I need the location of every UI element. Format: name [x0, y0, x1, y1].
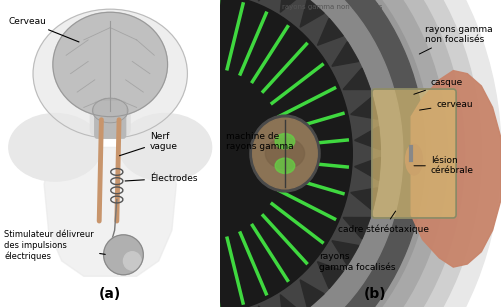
Wedge shape — [187, 0, 431, 307]
Text: cerveau: cerveau — [419, 100, 473, 110]
Polygon shape — [332, 241, 359, 265]
Polygon shape — [280, 0, 302, 12]
Ellipse shape — [53, 12, 167, 117]
Ellipse shape — [266, 138, 305, 169]
Ellipse shape — [123, 252, 141, 270]
Text: Cerveau: Cerveau — [9, 17, 79, 42]
Ellipse shape — [9, 114, 101, 181]
Polygon shape — [300, 280, 324, 307]
Polygon shape — [351, 188, 378, 210]
Ellipse shape — [33, 9, 187, 138]
Polygon shape — [355, 157, 380, 181]
Text: rayons gamma
non focalisés: rayons gamma non focalisés — [419, 25, 493, 54]
Polygon shape — [318, 262, 343, 289]
Polygon shape — [44, 147, 176, 276]
Text: rayons gamma non focalisés: rayons gamma non focalisés — [283, 3, 383, 10]
Polygon shape — [258, 0, 277, 1]
FancyBboxPatch shape — [95, 101, 126, 138]
Text: Électrodes: Électrodes — [125, 173, 197, 183]
Polygon shape — [343, 217, 370, 239]
Wedge shape — [187, 0, 425, 307]
Text: (b): (b) — [363, 287, 386, 301]
Polygon shape — [351, 97, 378, 119]
Polygon shape — [355, 126, 380, 150]
Text: rayons
gamma focalisés: rayons gamma focalisés — [319, 252, 395, 272]
Text: cadre stéréotaxique: cadre stéréotaxique — [338, 211, 429, 234]
Polygon shape — [343, 68, 370, 90]
Ellipse shape — [275, 134, 295, 149]
Text: machine de
rayons gamma: machine de rayons gamma — [226, 131, 294, 151]
Ellipse shape — [406, 144, 422, 175]
Circle shape — [253, 118, 317, 189]
FancyBboxPatch shape — [372, 89, 456, 218]
Text: Stimulateur délivreur
des impulsions
électriques: Stimulateur délivreur des impulsions éle… — [5, 230, 105, 261]
Ellipse shape — [104, 235, 143, 275]
Polygon shape — [411, 71, 501, 267]
FancyBboxPatch shape — [90, 86, 130, 135]
Wedge shape — [185, 0, 448, 307]
Polygon shape — [332, 42, 359, 66]
Text: casque: casque — [414, 78, 463, 94]
Polygon shape — [300, 0, 324, 27]
Wedge shape — [189, 0, 403, 307]
Wedge shape — [184, 0, 464, 307]
Circle shape — [250, 115, 320, 192]
Text: (a): (a) — [99, 287, 121, 301]
Wedge shape — [191, 0, 380, 307]
Polygon shape — [318, 18, 343, 45]
Wedge shape — [181, 0, 501, 307]
Ellipse shape — [275, 158, 295, 173]
Circle shape — [240, 123, 296, 184]
Wedge shape — [194, 0, 352, 307]
Ellipse shape — [93, 98, 128, 123]
Text: Nerf
vague: Nerf vague — [119, 131, 178, 156]
Wedge shape — [182, 0, 481, 307]
Ellipse shape — [119, 114, 211, 181]
Text: lésion
cérébrale: lésion cérébrale — [414, 156, 474, 176]
Polygon shape — [258, 306, 277, 307]
Polygon shape — [280, 295, 302, 307]
